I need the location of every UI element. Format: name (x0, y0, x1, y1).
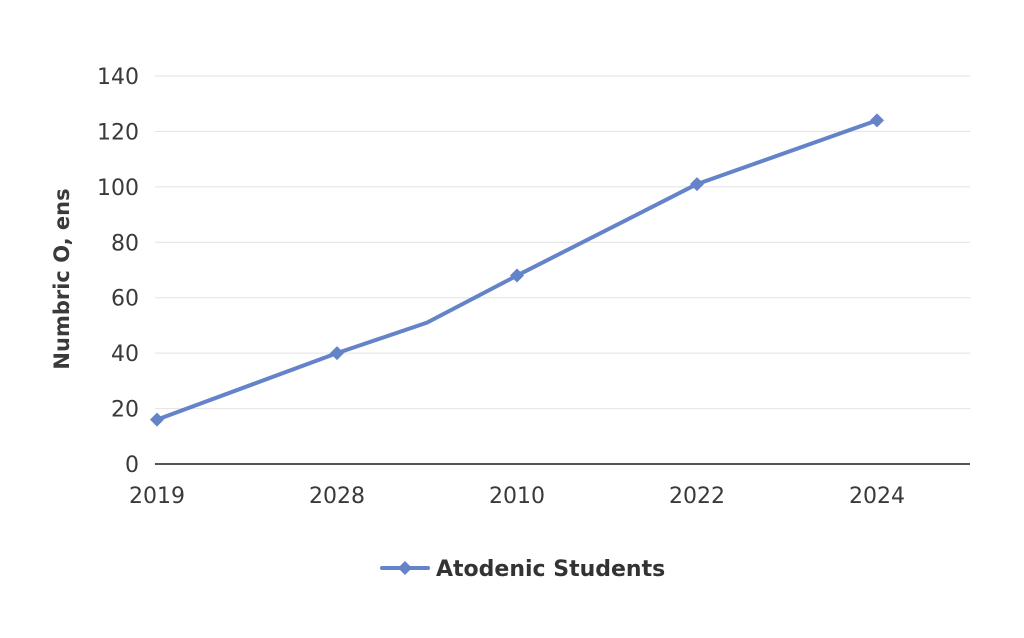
data-point-marker (330, 346, 344, 361)
y-tick-label: 120 (97, 120, 139, 145)
x-tick-label: 2024 (849, 484, 905, 509)
gridlines (155, 75, 970, 410)
data-point-marker (690, 177, 704, 192)
data-point-marker (510, 268, 524, 283)
y-axis-title: Numbric O, ens (50, 188, 74, 369)
legend: Atodenic Students (380, 557, 665, 582)
y-tick-label: 20 (111, 398, 139, 423)
data-point-marker (150, 412, 164, 427)
legend-label: Atodenic Students (436, 557, 665, 582)
x-axis-ticks: 2019 2028 2010 2022 2024 (129, 484, 905, 509)
series-line (155, 118, 879, 422)
x-tick-label: 2019 (129, 484, 185, 509)
y-tick-label: 60 (111, 287, 139, 312)
x-tick-label: 2022 (669, 484, 725, 509)
series-students (150, 113, 884, 427)
y-tick-label: 40 (111, 342, 139, 367)
x-tick-label: 2028 (309, 484, 365, 509)
data-point-marker (870, 113, 884, 128)
y-tick-label: 80 (111, 231, 139, 256)
x-tick-label: 2010 (489, 484, 545, 509)
y-tick-label: 0 (125, 453, 139, 478)
y-tick-label: 140 (97, 65, 139, 90)
legend-diamond-marker (398, 561, 412, 575)
y-axis-ticks: 0 20 40 60 80 100 120 140 (97, 65, 139, 478)
y-tick-label: 100 (97, 176, 139, 201)
